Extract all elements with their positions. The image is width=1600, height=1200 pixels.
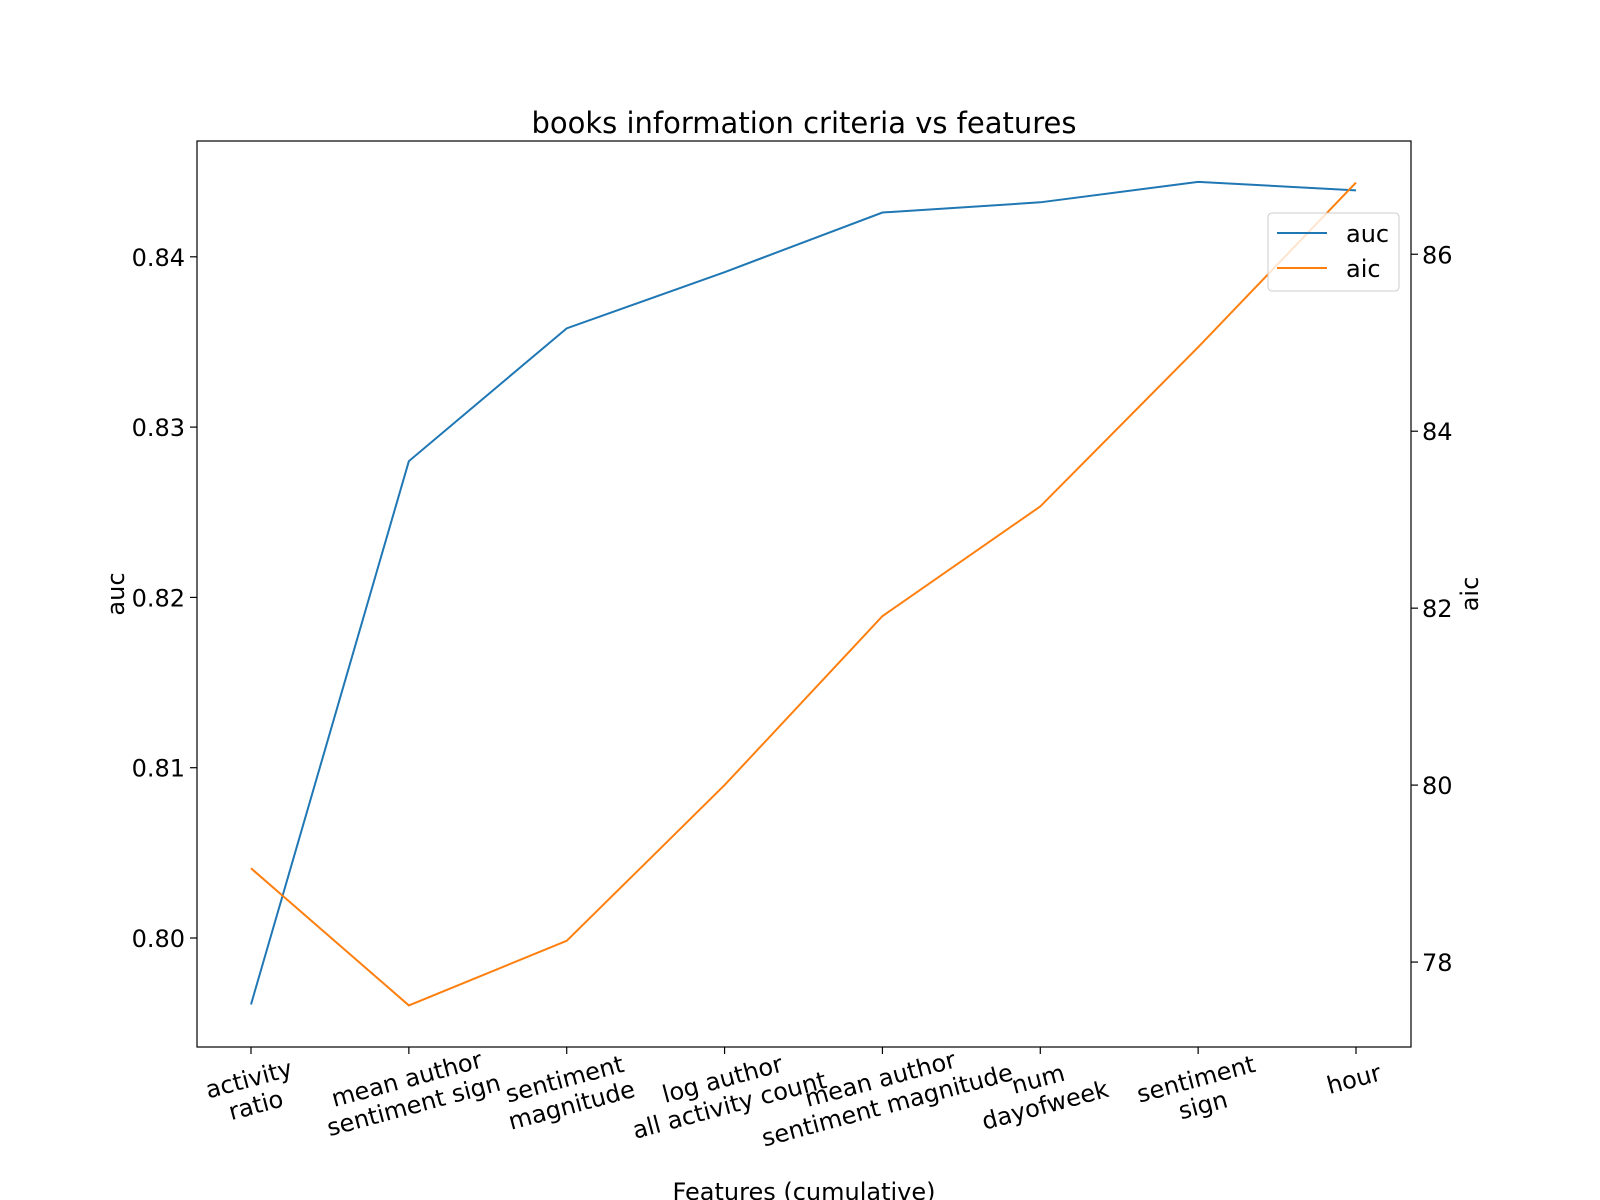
x-axis-label: Features (cumulative) bbox=[673, 1178, 936, 1200]
data-line bbox=[250, 181, 1357, 1007]
y-tick-label: 0.82 bbox=[132, 584, 185, 612]
y2-tick-label: 84 bbox=[1422, 418, 1453, 446]
legend-label: aic bbox=[1346, 255, 1381, 283]
y-tick-label: 0.80 bbox=[132, 925, 185, 953]
y2-tick-label: 78 bbox=[1422, 949, 1453, 977]
y2-tick-label: 86 bbox=[1422, 241, 1453, 269]
x-tick-label: sentimentmagnitude bbox=[498, 1049, 638, 1136]
y2-tick-label: 82 bbox=[1422, 595, 1453, 623]
y-tick-label: 0.83 bbox=[132, 414, 185, 442]
chart-title: books information criteria vs features bbox=[531, 106, 1076, 140]
x-tick-label: mean authorsentiment sign bbox=[317, 1043, 504, 1142]
y2-axis-label: aic bbox=[1456, 577, 1484, 612]
y-tick-label: 0.84 bbox=[132, 244, 185, 272]
x-tick-label: sentimentsign bbox=[1134, 1050, 1265, 1135]
plot-frame bbox=[196, 140, 1412, 1048]
x-tick-label: activityratio bbox=[203, 1054, 303, 1130]
y-axis-label: auc bbox=[102, 572, 130, 615]
y2-tick-label: 80 bbox=[1422, 772, 1453, 800]
legend-label: auc bbox=[1346, 220, 1389, 248]
x-tick-label: hour bbox=[1324, 1059, 1384, 1100]
data-line bbox=[250, 180, 1357, 1005]
y-tick-label: 0.81 bbox=[132, 755, 185, 783]
